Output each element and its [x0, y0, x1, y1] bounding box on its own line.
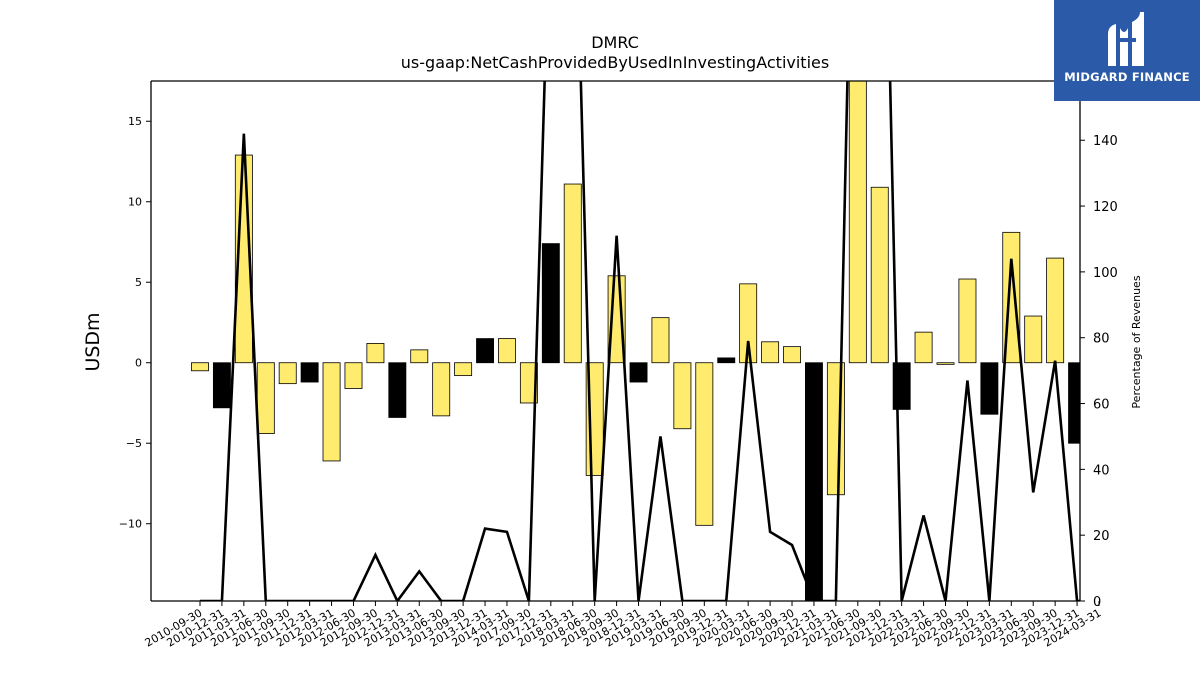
- bar: [519, 362, 538, 404]
- bar: [454, 362, 473, 377]
- y2-tick-label: 140: [1093, 134, 1118, 149]
- bar: [212, 362, 231, 409]
- y2-tick-label: 80: [1093, 332, 1110, 347]
- y-tick-label: 5: [135, 276, 142, 289]
- midgard-logo-icon: [1108, 12, 1144, 66]
- bar: [848, 81, 867, 364]
- bar: [498, 338, 516, 364]
- bar: [1090, 363, 1107, 476]
- bar: [1046, 257, 1065, 364]
- brand-logo: MIDGARD FINANCE: [1054, 0, 1200, 101]
- bar: [673, 362, 692, 430]
- y-tick-label: −5: [126, 437, 142, 450]
- axes-group: [150, 80, 1081, 602]
- bar: [870, 186, 889, 364]
- bar: [541, 243, 560, 364]
- line-group: [200, 81, 1080, 601]
- bar: [476, 338, 495, 364]
- bar: [278, 362, 297, 385]
- y-ticks: −10 −5 0 5 10 15: [119, 115, 151, 531]
- y2-tick-label: 20: [1093, 529, 1110, 544]
- bar: [410, 349, 429, 364]
- x-ticks: 2010-09-302010-12-312011-03-312011-06-30…: [143, 601, 1104, 650]
- bar: [629, 362, 648, 383]
- y-axis-label: USDm: [82, 312, 104, 371]
- chart-subtitle: us-gaap:NetCashProvidedByUsedInInvesting…: [401, 53, 829, 72]
- y-tick-label: −10: [119, 518, 142, 531]
- bar: [739, 283, 758, 364]
- y2-tick-label: 0: [1093, 595, 1101, 610]
- y2-tick-label: 40: [1093, 463, 1110, 478]
- y2-tick-label: 60: [1093, 398, 1110, 413]
- bar: [366, 343, 385, 364]
- y2-axis-label: Percentage of Revenues: [1130, 275, 1143, 408]
- bar: [191, 362, 209, 372]
- bar: [322, 362, 341, 462]
- bar: [717, 357, 736, 364]
- y2-tick-label: 120: [1093, 200, 1118, 215]
- bar: [914, 331, 933, 364]
- bar: [256, 362, 275, 434]
- bar: [761, 341, 780, 364]
- bars-group: [191, 81, 1107, 601]
- y-tick-label: 10: [128, 196, 142, 209]
- bar: [695, 362, 714, 526]
- bar: [958, 278, 977, 364]
- y2-tick-label: 100: [1093, 266, 1118, 281]
- bar: [344, 362, 363, 389]
- bar: [804, 362, 823, 601]
- bar: [1068, 362, 1080, 444]
- brand-name: MIDGARD FINANCE: [1064, 70, 1190, 84]
- y-tick-label: 15: [128, 115, 142, 128]
- y-tick-label: 0: [135, 357, 142, 370]
- bar: [651, 317, 670, 364]
- bar: [936, 362, 955, 365]
- bar: [388, 362, 407, 418]
- series-line: [200, 81, 1080, 601]
- bar: [980, 362, 999, 415]
- y2-ticks: 0 20 40 60 80 100 120 140: [1080, 134, 1118, 610]
- bar: [300, 362, 319, 383]
- chart-title: DMRC: [591, 33, 639, 52]
- bar: [783, 346, 801, 364]
- bar: [1024, 315, 1043, 364]
- bar: [563, 183, 582, 364]
- bar: [432, 362, 451, 417]
